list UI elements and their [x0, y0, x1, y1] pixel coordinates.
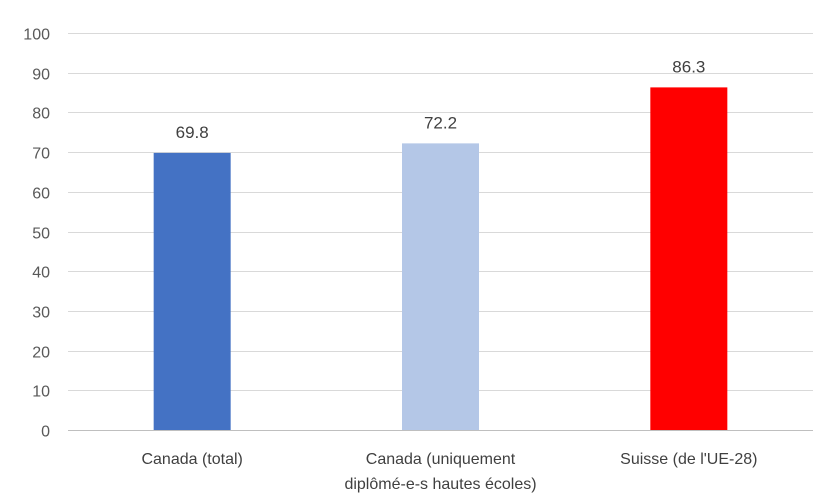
y-tick-label: 30: [32, 305, 50, 322]
y-tick-label: 20: [32, 345, 50, 362]
category-label: diplômé-e-s hautes écoles): [344, 476, 536, 493]
data-labels: 69.8 72.2 86.3: [176, 57, 706, 142]
y-tick-label: 10: [32, 384, 50, 401]
bar: [402, 143, 479, 430]
category-labels: Canada (total) Canada (uniquement diplômé-…: [141, 451, 757, 493]
y-tick-label: 50: [32, 226, 50, 243]
y-tick-label: 40: [32, 265, 50, 282]
y-tick-label: 60: [32, 186, 50, 203]
category-label: Canada (total): [141, 451, 242, 468]
data-label: 86.3: [672, 57, 705, 76]
data-label: 72.2: [424, 113, 457, 132]
y-tick-label: 0: [41, 424, 50, 441]
category-label: Canada (uniquement: [366, 451, 516, 468]
bar: [153, 152, 231, 431]
bars: [153, 87, 728, 431]
y-tick-label: 100: [23, 27, 50, 44]
y-axis-tick-labels: 0 10 20 30 40 50 60 70 80 90 100: [23, 27, 50, 441]
category-label: Suisse (de l'UE-28): [620, 451, 757, 468]
y-tick-label: 90: [32, 67, 50, 84]
y-tick-label: 70: [32, 146, 50, 163]
bar: [650, 87, 728, 430]
y-tick-label: 80: [32, 106, 50, 123]
data-label: 69.8: [176, 123, 209, 142]
